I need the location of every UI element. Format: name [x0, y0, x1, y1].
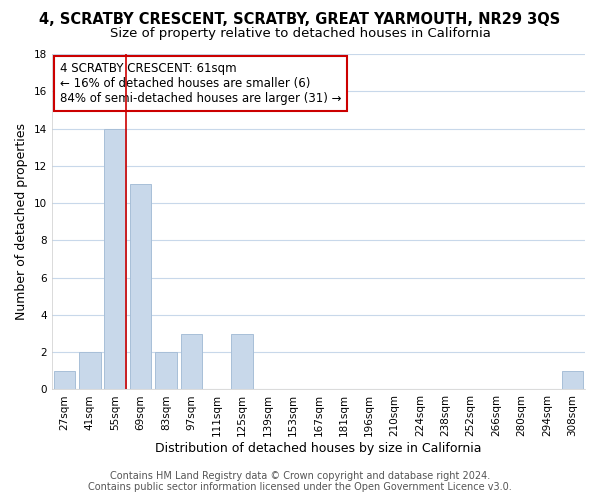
Bar — [104, 128, 126, 390]
Text: 4 SCRATBY CRESCENT: 61sqm
← 16% of detached houses are smaller (6)
84% of semi-d: 4 SCRATBY CRESCENT: 61sqm ← 16% of detac… — [59, 62, 341, 106]
Y-axis label: Number of detached properties: Number of detached properties — [15, 123, 28, 320]
X-axis label: Distribution of detached houses by size in California: Distribution of detached houses by size … — [155, 442, 482, 455]
Bar — [155, 352, 177, 390]
Bar — [79, 352, 101, 390]
Bar — [562, 371, 583, 390]
Text: Contains HM Land Registry data © Crown copyright and database right 2024.
Contai: Contains HM Land Registry data © Crown c… — [88, 471, 512, 492]
Bar — [181, 334, 202, 390]
Text: 4, SCRATBY CRESCENT, SCRATBY, GREAT YARMOUTH, NR29 3QS: 4, SCRATBY CRESCENT, SCRATBY, GREAT YARM… — [40, 12, 560, 28]
Text: Size of property relative to detached houses in California: Size of property relative to detached ho… — [110, 28, 490, 40]
Bar — [130, 184, 151, 390]
Bar — [232, 334, 253, 390]
Bar — [53, 371, 75, 390]
